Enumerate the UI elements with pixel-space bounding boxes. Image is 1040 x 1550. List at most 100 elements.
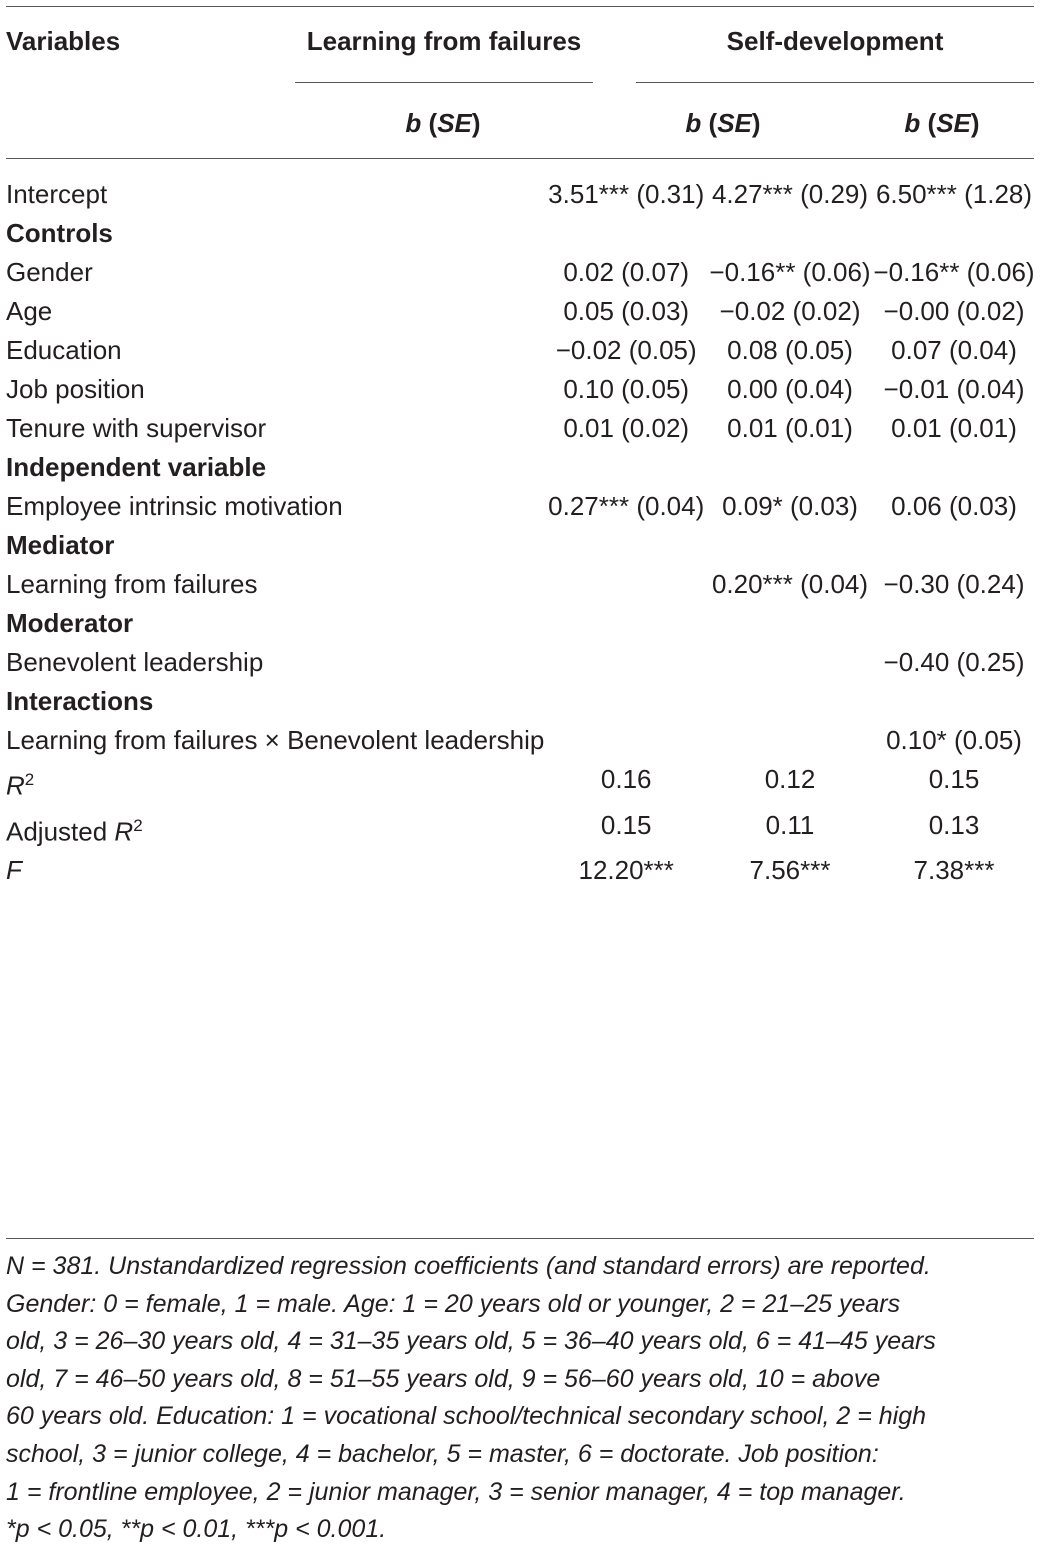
footnote-line: school, 3 = junior college, 4 = bachelor… (6, 1439, 879, 1468)
cell-col2: 7.56*** (749, 855, 831, 886)
cell-col3: −0.00 (0.02) (883, 296, 1025, 326)
table-body: Intercept 3.51*** (0.31) 4.27*** (0.29) 6.5… (6, 175, 1036, 890)
group1-underline (295, 82, 593, 83)
table-row: Learning from failures × Benevolent lead… (6, 721, 1036, 760)
cell-col2: 0.12 (764, 764, 816, 794)
cell-col2: 0.00 (0.04) (727, 374, 853, 404)
cell-col2: −0.02 (0.02) (719, 296, 861, 326)
cell-col1: −0.02 (0.05) (555, 335, 697, 365)
cell-col1 (544, 448, 708, 487)
cell-col2: 0.01 (0.01) (727, 413, 853, 443)
cell-col2: 0.08 (0.05) (727, 335, 853, 365)
row-label: Job position (6, 374, 145, 404)
row-label: Moderator (6, 608, 134, 638)
cell-col3 (872, 214, 1036, 253)
cell-col2 (708, 682, 872, 721)
cell-col1: 0.01 (0.02) (563, 413, 690, 443)
cell-col2 (708, 604, 872, 643)
table-row: Education −0.02 (0.05) 0.08 (0.05) 0.07 (0.… (6, 331, 1036, 370)
cell-col1: 0.10 (0.05) (563, 374, 690, 404)
cell-col3: −0.30 (0.24) (883, 569, 1025, 599)
cell-col2 (708, 526, 872, 565)
table-row-adjusted-r2: Adjusted R2 0.15 0.11 0.13 (6, 806, 1036, 852)
cell-col2: 4.27*** (0.29) (711, 179, 869, 209)
table-row: Age 0.05 (0.03) −0.02 (0.02) −0.00 (0.02) (6, 292, 1036, 331)
row-label: R2 (6, 770, 35, 801)
row-label: Age (6, 296, 53, 326)
cell-col3: −0.16** (0.06) (873, 257, 1035, 287)
cell-col2 (708, 214, 872, 253)
footnote-line: Gender: 0 = female, 1 = male. Age: 1 = 2… (6, 1289, 901, 1318)
footnote-line: old, 3 = 26–30 years old, 4 = 31–35 year… (6, 1327, 936, 1356)
cell-col1 (544, 214, 708, 253)
cell-col3: 0.01 (0.01) (891, 413, 1017, 443)
row-label: F (6, 855, 22, 886)
section-header-row: Independent variable (6, 448, 1036, 487)
row-label: Benevolent leadership (6, 647, 264, 677)
cell-col1: 0.27*** (0.04) (548, 491, 705, 521)
cell-col1 (544, 643, 708, 682)
cell-col2: −0.16** (0.06) (709, 257, 871, 287)
cell-col2: 0.09* (0.03) (722, 491, 858, 521)
table-row: Benevolent leadership −0.40 (0.25) (6, 643, 1036, 682)
header-variables: Variables (6, 26, 121, 56)
row-label: Interactions (6, 686, 154, 716)
subheader-col1: b (SE) (405, 108, 481, 138)
subheader-col3: b (SE) (904, 108, 980, 138)
top-rule (6, 6, 1034, 7)
cell-col3: 0.06 (0.03) (891, 491, 1017, 521)
cell-col1 (544, 721, 708, 760)
cell-col1: 0.15 (600, 809, 652, 840)
cell-col1 (544, 682, 708, 721)
bottom-rule (6, 1238, 1034, 1239)
row-label: Controls (6, 218, 113, 248)
row-label: Employee intrinsic motivation (6, 491, 343, 521)
cell-col1: 0.02 (0.07) (563, 257, 690, 287)
cell-col1: 0.16 (600, 764, 652, 794)
row-label: Learning from failures (6, 569, 258, 599)
section-header-row: Mediator (6, 526, 1036, 565)
table-row: Intercept 3.51*** (0.31) 4.27*** (0.29) 6.5… (6, 175, 1036, 214)
header-rule (6, 158, 1034, 159)
cell-col3 (872, 448, 1036, 487)
footnote-line: N = 381. Unstandardized regression coeff… (6, 1252, 931, 1280)
cell-col3: −0.01 (0.04) (883, 374, 1025, 404)
cell-col3: 0.07 (0.04) (891, 335, 1017, 365)
row-label: Learning from failures × Benevolent lead… (6, 725, 545, 755)
table-row: Learning from failures 0.20*** (0.04) −0.3… (6, 565, 1036, 604)
header-learning-from-failures: Learning from failures (306, 26, 582, 56)
row-label: Independent variable (6, 452, 267, 482)
cell-col3: 6.50*** (1.28) (875, 179, 1033, 209)
row-label: Adjusted R2 (6, 815, 143, 847)
row-label: Intercept (6, 179, 108, 209)
table-row: Employee intrinsic motivation 0.27*** (0.… (6, 487, 1036, 526)
cell-col1 (544, 526, 708, 565)
cell-col2: 0.20*** (0.04) (711, 569, 869, 599)
cell-col2 (708, 448, 872, 487)
subheader-col2: b (SE) (685, 108, 761, 138)
cell-col3 (872, 526, 1036, 565)
section-header-row: Moderator (6, 604, 1036, 643)
row-label: Mediator (6, 530, 115, 560)
cell-col3: 0.15 (928, 764, 980, 794)
table-row: Job position 0.10 (0.05) 0.00 (0.04) −0.01 … (6, 370, 1036, 409)
cell-col2 (708, 721, 872, 760)
table-footnote: N = 381. Unstandardized regression coeff… (6, 1248, 1036, 1549)
footnote-line: 60 years old. Education: 1 = vocational … (6, 1402, 927, 1431)
cell-col1 (544, 565, 708, 604)
cell-col3: −0.40 (0.25) (883, 647, 1025, 677)
group2-underline (636, 82, 1034, 83)
cell-col1: 12.20*** (578, 855, 674, 886)
table-row-r2: R2 0.16 0.12 0.15 (6, 760, 1036, 806)
footnote-line: 1 = frontline employee, 2 = junior manag… (6, 1477, 906, 1506)
cell-col3 (872, 604, 1036, 643)
cell-col2 (708, 643, 872, 682)
section-header-row: Interactions (6, 682, 1036, 721)
cell-col3: 7.38*** (913, 855, 995, 886)
cell-col2: 0.11 (765, 809, 815, 840)
row-label: Tenure with supervisor (6, 413, 267, 443)
row-label: Gender (6, 257, 93, 287)
footnote-line: old, 7 = 46–50 years old, 8 = 51–55 year… (6, 1364, 881, 1393)
row-label: Education (6, 335, 122, 365)
